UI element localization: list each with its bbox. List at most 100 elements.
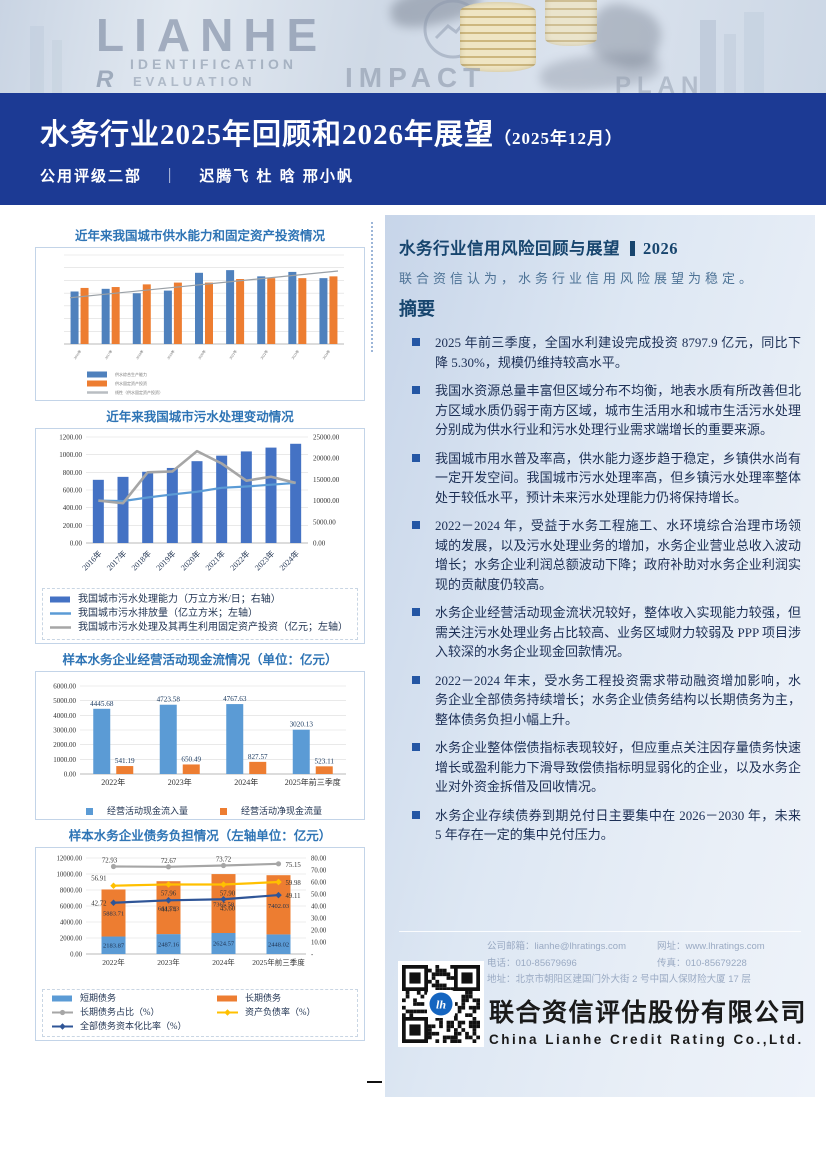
legend-item: 经营活动现金流入量 xyxy=(78,806,188,817)
svg-text:2448.02: 2448.02 xyxy=(268,941,289,948)
legend-swatch-icon xyxy=(85,807,93,815)
chart2-title: 近年来我国城市污水处理变动情况 xyxy=(106,410,294,424)
legend-swatch-icon xyxy=(50,612,71,615)
watermark-evaluation: EVALUATION xyxy=(133,74,256,89)
chart2-canvas: 0.00 200.00 400.00 600.00 800.00 1000.00 1200.… xyxy=(59,434,340,573)
svg-text:30.00: 30.00 xyxy=(311,915,327,922)
svg-text:12000.00: 12000.00 xyxy=(57,855,83,862)
legend-label: 我国城市污水处理及其再生利用固定资产投资（亿元；左轴） xyxy=(78,621,348,633)
legend-item: 长期债务占比（%） xyxy=(51,1007,216,1018)
legend-label: 长期债务 xyxy=(245,992,282,1003)
watermark-lianhe: LIANHE xyxy=(96,9,328,61)
address-line: 地址：北京市朝阳区建国门外大街 2 号中国人保财险大厦 17 层 xyxy=(487,974,751,986)
chart4-legend: 短期债务 长期债务长期债务占比（%） 资产负债率（%） 全部债务资本化比率（%） xyxy=(42,988,358,1037)
legend-item: 供水综合生产能力 xyxy=(86,370,360,379)
svg-text:73.72: 73.72 xyxy=(216,856,232,863)
legend-swatch-icon xyxy=(217,1009,238,1016)
report-title-date: （2025年12月） xyxy=(494,129,624,148)
legend-label: 长期债务占比（%） xyxy=(80,1007,160,1017)
panel-intro: 联合资信认为，水务行业信用风险展望为稳定。 xyxy=(399,271,757,286)
summary-bullet: 水务企业整体偿债指标表现较好，但应重点关注因存量债务快速增长或盈利能力下滑导致偿… xyxy=(399,738,801,797)
bullet-square-icon xyxy=(412,453,420,462)
legend-swatch-icon xyxy=(87,391,108,394)
legend-item: 资产负债率（%） xyxy=(216,1007,349,1018)
summary-bullet: 2025 年前三季度，全国水利建设完成投资 8797.9 亿元，同比下降 5.3… xyxy=(399,333,801,372)
svg-text:5883.71: 5883.71 xyxy=(103,910,124,917)
svg-text:10000.00: 10000.00 xyxy=(57,871,83,878)
report-title-main: 水务行业2025年回顾和2026年展望 xyxy=(40,119,495,151)
author-names: 迟腾飞 杜 晗 邢小帆 xyxy=(199,168,354,185)
legend-label: 全部债务资本化比率（%） xyxy=(80,1021,187,1032)
svg-text:2020年: 2020年 xyxy=(178,548,202,572)
company-name-cn: 联合资信评估股份有限公司 xyxy=(489,999,808,1027)
svg-text:800.00: 800.00 xyxy=(63,469,83,477)
svg-text:1200.00: 1200.00 xyxy=(59,434,82,442)
bullet-square-icon xyxy=(412,338,420,346)
svg-text:44.74: 44.74 xyxy=(161,906,177,913)
byline-separator: ｜ xyxy=(162,168,180,185)
svg-text:4723.58: 4723.58 xyxy=(157,695,181,703)
svg-text:42.72: 42.72 xyxy=(91,900,107,907)
title-band: 水务行业2025年回顾和2026年展望（2025年12月） 公用评级二部 ｜ 迟… xyxy=(0,93,826,205)
legend-item: 短期债务 xyxy=(51,993,216,1004)
svg-text:2020年: 2020年 xyxy=(197,348,207,360)
summary-bullet: 2022－2024 年末，受水务工程投资需求带动融资增加影响，水务企业全部债务持… xyxy=(399,671,801,730)
svg-text:2022年: 2022年 xyxy=(101,777,125,787)
chart4-title: 样本水务企业债务负担情况（左轴单位：亿元） xyxy=(68,828,332,843)
svg-text:2016年: 2016年 xyxy=(80,548,104,572)
svg-text:1000.00: 1000.00 xyxy=(53,755,76,763)
svg-text:4767.63: 4767.63 xyxy=(223,695,247,703)
svg-text:20000.00: 20000.00 xyxy=(313,455,340,463)
svg-text:15000.00: 15000.00 xyxy=(313,476,340,484)
svg-text:57.96: 57.96 xyxy=(161,890,177,897)
svg-text:2024年: 2024年 xyxy=(212,957,235,967)
chart-card-water-supply: 近年来我国城市供水能力和固定资产投资情况 2016年 2017年 2018年 2019… xyxy=(35,225,365,401)
panel-heading-text: 水务行业信用风险回顾与展望 xyxy=(399,240,620,258)
chart1-title: 近年来我国城市供水能力和固定资产投资情况 xyxy=(74,229,325,243)
legend-swatch-icon xyxy=(52,995,72,1002)
svg-text:600.00: 600.00 xyxy=(63,487,83,495)
building-shape xyxy=(744,12,764,93)
building-shape xyxy=(700,20,716,93)
web-line: 网址：www.lhratings.com xyxy=(657,941,765,952)
svg-text:20.00: 20.00 xyxy=(311,927,327,934)
svg-text:2000.00: 2000.00 xyxy=(53,741,76,749)
svg-text:2024年: 2024年 xyxy=(321,348,331,360)
svg-text:2019年: 2019年 xyxy=(154,548,178,572)
svg-text:72.93: 72.93 xyxy=(102,857,118,864)
chart-card-sewage-treatment: 近年来我国城市污水处理变动情况 0.00 200.00 400.00 600.00 80… xyxy=(35,406,365,644)
department-name: 公用评级二部 xyxy=(40,168,143,185)
summary-bullet: 我国城市用水普及率高，供水能力逐步趋于稳定，乡镇供水尚有一定开发空间。我国城市污… xyxy=(399,449,801,508)
svg-text:2016年: 2016年 xyxy=(72,348,82,360)
summary-panel: 水务行业信用风险回顾与展望 2026 联合资信认为，水务行业信用风险展望为稳定。 … xyxy=(371,215,815,1097)
svg-text:2487.16: 2487.16 xyxy=(158,941,180,948)
charts-column: 近年来我国城市供水能力和固定资产投资情况 2016年 2017年 2018年 2019… xyxy=(35,225,365,1046)
bullet-square-icon xyxy=(412,608,420,616)
svg-text:4000.00: 4000.00 xyxy=(60,919,83,926)
summary-bullet: 水务企业存续债券到期兑付日主要集中在 2026－2030 年，未来 5 年存在一… xyxy=(399,806,801,845)
svg-text:541.19: 541.19 xyxy=(115,757,135,765)
legend-swatch-icon xyxy=(220,807,227,815)
summary-bullet-list: 2025 年前三季度，全国水利建设完成投资 8797.9 亿元，同比下降 5.3… xyxy=(399,333,801,854)
svg-text:3020.13: 3020.13 xyxy=(290,720,314,728)
legend-label: 供水综合生产能力 xyxy=(115,372,147,377)
svg-text:2017年: 2017年 xyxy=(103,348,113,360)
legend-swatch-icon xyxy=(50,626,71,629)
banner-image: LIANHE IDENTIFICATION R EVALUATION IMPAC… xyxy=(0,0,826,93)
report-title: 水务行业2025年回顾和2026年展望（2025年12月） xyxy=(40,111,623,153)
svg-text:2019年: 2019年 xyxy=(166,348,176,360)
qr-code: lh xyxy=(398,961,484,1047)
svg-text:2023年: 2023年 xyxy=(168,777,192,787)
svg-text:2024年: 2024年 xyxy=(277,548,301,572)
watermark-plan: PLAN xyxy=(615,72,705,93)
svg-text:2022年: 2022年 xyxy=(228,548,252,572)
svg-text:80.00: 80.00 xyxy=(311,855,327,862)
bullet-square-icon xyxy=(412,386,420,394)
svg-text:7365.58: 7365.58 xyxy=(213,901,234,908)
legend-label: 经营活动现金流入量 xyxy=(106,805,188,816)
legend-swatch-icon xyxy=(87,380,107,387)
chart4-box: 0.00 2000.00 4000.00 6000.00 8000.00 10000.00… xyxy=(35,846,365,1041)
svg-text:0.00: 0.00 xyxy=(70,540,83,548)
bullet-square-icon xyxy=(412,810,420,819)
svg-text:2018年: 2018年 xyxy=(134,348,144,360)
